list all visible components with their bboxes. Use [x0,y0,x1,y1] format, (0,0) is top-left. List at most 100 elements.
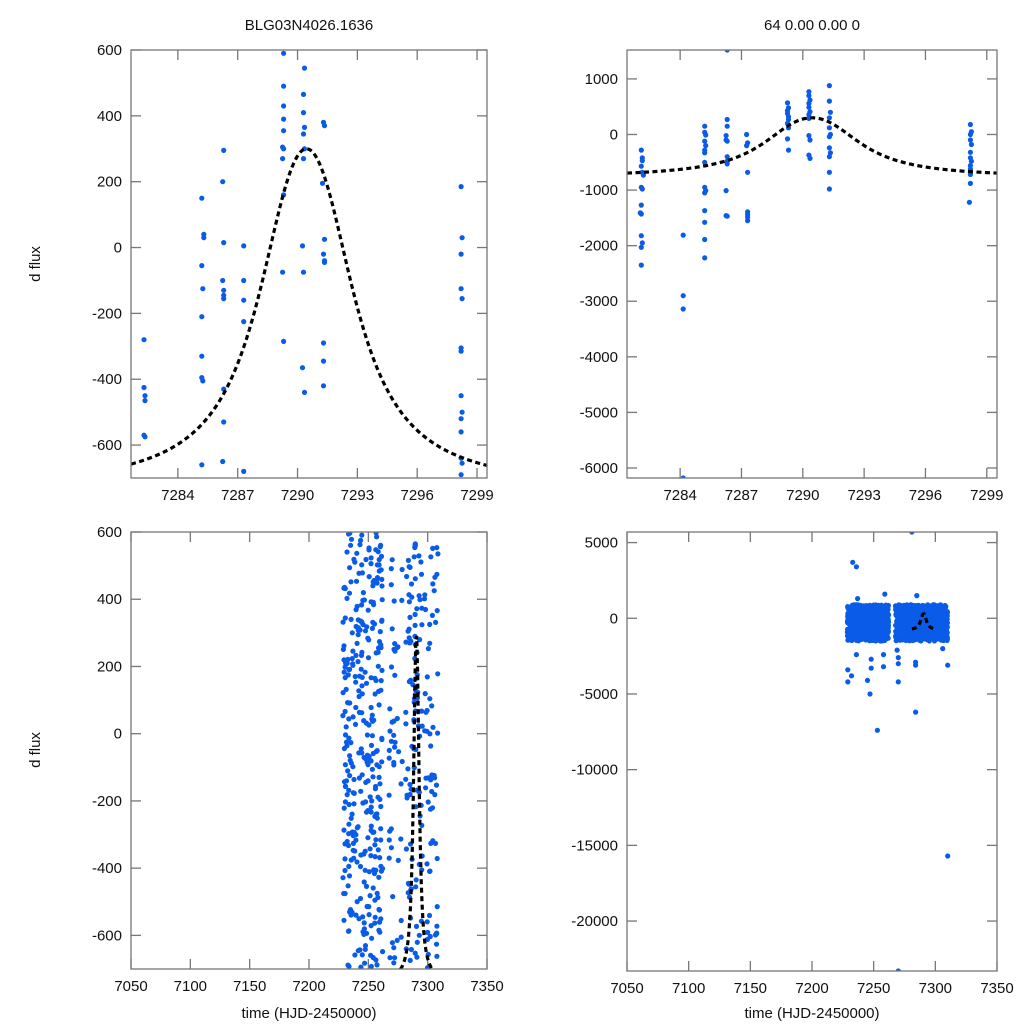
data-point [874,727,881,733]
data-point [404,573,410,580]
data-point [428,777,434,783]
data-point [349,811,355,817]
data-point [378,803,384,810]
y-tick-label: 200 [97,658,122,675]
data-point [913,662,919,668]
data-point [867,691,873,697]
data-point [362,669,368,675]
data-point [352,721,359,728]
data-point [353,704,359,711]
data-point [702,190,708,196]
data-point [281,128,287,134]
model-curve [627,116,997,175]
data-point [357,895,364,902]
data-point [340,713,346,719]
data-point [379,576,385,583]
data-point [864,677,871,684]
data-point [321,259,328,265]
data-point [702,219,708,225]
data-point [885,635,891,641]
data-point [366,904,372,910]
data-point [221,147,227,153]
data-point [367,893,373,899]
data-point [142,434,148,440]
data-point [220,179,226,185]
data-point [370,774,376,780]
data-points [637,50,975,478]
data-point [403,776,409,782]
data-point [386,855,392,861]
data-point [427,640,433,646]
data-point [826,145,833,151]
data-point [320,251,327,257]
data-point [365,762,371,768]
ylabel-bottom-left: d flux [27,732,44,768]
data-point [703,143,709,149]
data-point [362,946,368,953]
data-point [142,393,148,399]
data-point [280,156,286,162]
data-point [344,792,350,798]
y-tick-label: -5000 [580,686,618,703]
data-point [378,553,385,560]
data-point [342,799,348,805]
data-point [359,750,365,756]
x-tick-label: 7350 [470,978,503,995]
data-point [806,133,812,139]
data-point [373,867,379,873]
data-point [379,583,385,589]
data-point [343,778,350,784]
data-point [826,83,833,89]
data-point [369,712,375,718]
data-point [944,624,950,630]
data-point [241,319,247,325]
data-point [369,766,375,772]
data-point [348,536,355,542]
data-point [868,656,874,662]
panel-bottom-left: 7050 7100 7150 7200 7250 7300 7350 600 400 200 0 -2… [92,524,504,995]
data-point [348,542,354,548]
y-tick-label: 400 [97,108,122,125]
data-points [340,532,441,969]
data-point [407,957,413,964]
data-point [346,873,353,879]
data-point [345,672,351,678]
data-point [853,652,860,658]
data-point [419,723,425,729]
data-point [199,195,205,201]
data-point [340,875,346,881]
data-point [458,429,464,435]
data-point [407,614,413,621]
data-point [404,795,410,801]
data-point [403,846,409,852]
data-point [352,952,358,958]
data-point [895,655,901,661]
data-point [882,591,888,597]
data-point [365,835,371,841]
data-point [914,593,920,599]
data-point [806,100,812,106]
data-point [347,700,353,706]
data-point [826,134,833,140]
data-point [945,853,951,859]
title-right: 64 0.00 0.00 0 [764,17,860,34]
data-point [349,909,355,915]
y-tick-label: -15000 [571,837,618,854]
data-point [826,125,833,131]
x-tick-label: 7284 [161,487,194,504]
data-point [422,606,429,613]
data-point [387,728,393,734]
data-point [408,581,415,587]
data-point [357,542,363,548]
data-point [374,962,380,968]
data-point [435,551,441,557]
data-point [414,954,420,960]
data-point [374,580,380,586]
data-point [375,649,381,655]
data-point [427,621,433,628]
data-point [459,460,465,466]
data-point [365,778,371,784]
y-tick-label: -2000 [580,238,618,255]
data-point [199,314,205,320]
data-point [300,91,307,97]
